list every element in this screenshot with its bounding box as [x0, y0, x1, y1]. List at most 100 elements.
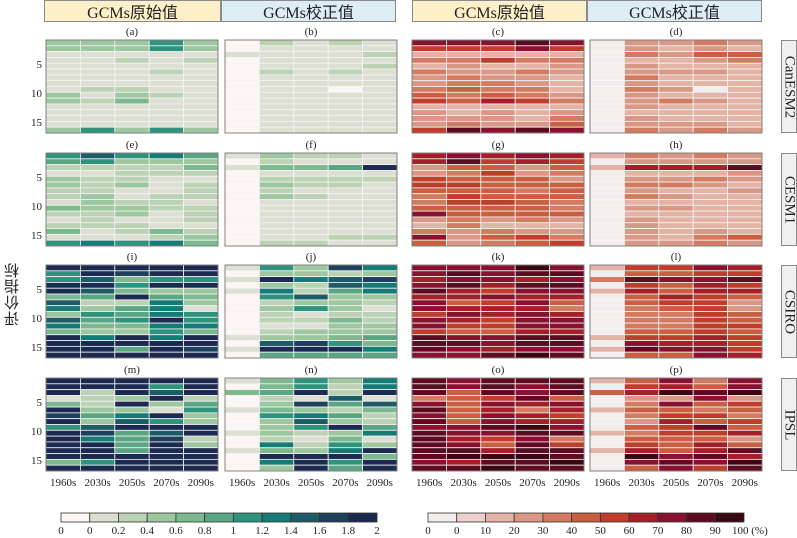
- heatmap-cell: [45, 210, 81, 218]
- heatmap-cell: [658, 299, 694, 307]
- heatmap-cell: [445, 412, 482, 420]
- heatmap-cell: [692, 115, 729, 122]
- colorbar-tick-label: 0.8: [197, 525, 212, 537]
- heatmap-cell: [80, 239, 116, 247]
- heatmap-cell: [727, 424, 763, 431]
- heatmap-cell: [258, 305, 295, 312]
- heatmap-cell: [362, 287, 398, 295]
- heatmap-cell: [80, 45, 116, 53]
- heatmap-cell: [293, 299, 329, 307]
- heatmap-cell: [411, 233, 447, 241]
- heatmap-cell: [549, 80, 585, 87]
- heatmap-cell: [258, 199, 295, 206]
- heatmap-cell: [624, 193, 660, 200]
- heatmap-cell: [727, 164, 763, 171]
- heatmap-cell: [183, 233, 219, 241]
- heatmap-cell: [45, 222, 81, 229]
- heatmap-cell: [45, 103, 81, 111]
- heatmap-cell: [45, 175, 81, 183]
- heatmap-cell: [224, 340, 260, 347]
- heatmap-cell: [692, 340, 729, 347]
- heatmap-cell: [148, 170, 184, 177]
- heatmap-cell: [480, 447, 516, 454]
- heatmap-cell: [148, 45, 184, 53]
- heatmap-cell: [480, 228, 516, 235]
- heatmap-cell: [480, 406, 516, 414]
- heatmap-cell: [514, 458, 551, 466]
- heatmap-cell: [549, 464, 585, 472]
- heatmap-cell: [624, 424, 660, 431]
- heatmap-cell: [362, 412, 398, 420]
- heatmap-cell: [224, 158, 260, 166]
- heatmap-cell: [293, 222, 329, 229]
- heatmap-cell: [114, 239, 150, 247]
- heatmap-cell: [411, 39, 447, 47]
- heatmap-cell: [45, 228, 81, 235]
- heatmap-cell: [658, 68, 694, 76]
- heatmap-cell: [445, 210, 482, 218]
- heatmap-cell: [445, 458, 482, 466]
- heatmap-cell: [658, 97, 694, 105]
- heatmap-cell: [445, 120, 482, 128]
- heatmap-cell: [293, 270, 329, 278]
- heatmap-cell: [624, 216, 660, 224]
- heatmap-cell: [514, 228, 551, 235]
- heatmap-cell: [224, 187, 260, 195]
- heatmap-cell: [148, 453, 184, 460]
- heatmap-cell: [362, 103, 398, 111]
- heatmap-cell: [114, 435, 150, 443]
- colorbar-tick-label: 1: [230, 525, 237, 537]
- heatmap-cell: [589, 328, 625, 336]
- heatmap-cell: [727, 441, 763, 449]
- heatmap-cell: [727, 233, 763, 241]
- heatmap-cell: [114, 383, 150, 391]
- colorbar-tick-label: 100 (%): [732, 525, 768, 537]
- x-tick-label: 2050s: [484, 477, 512, 489]
- heatmap-cell: [589, 383, 625, 391]
- heatmap-cell: [624, 311, 660, 318]
- heatmap-cell: [589, 441, 625, 449]
- heatmap-cell: [80, 86, 116, 93]
- heatmap-cell: [258, 204, 295, 212]
- heatmap-cell: [727, 340, 763, 347]
- heatmap-cell: [45, 91, 81, 99]
- heatmap-cell: [258, 91, 295, 99]
- heatmap-cell: [183, 276, 219, 283]
- panel-frame: [411, 152, 585, 247]
- heatmap-cell: [658, 170, 694, 177]
- heatmap-cell: [362, 39, 398, 47]
- heatmap-cell: [411, 264, 447, 272]
- heatmap-cell: [549, 57, 585, 64]
- heatmap-cell: [692, 228, 729, 235]
- heatmap-cell: [727, 383, 763, 391]
- panel-title: (j): [305, 251, 317, 263]
- heatmap-cell: [183, 193, 219, 200]
- heatmap-cell: [480, 210, 516, 218]
- heatmap-cell: [727, 305, 763, 312]
- colorbar-tick-label: 1.6: [312, 525, 327, 537]
- heatmap-cell: [589, 193, 625, 200]
- heatmap-cell: [80, 429, 116, 437]
- heatmap-cell: [445, 383, 482, 391]
- heatmap-cell: [445, 170, 482, 177]
- heatmap-cell: [692, 429, 729, 437]
- heatmap-cell: [727, 395, 763, 402]
- heatmap-cell: [727, 45, 763, 53]
- heatmap-cell: [658, 91, 694, 99]
- heatmap-cell: [293, 418, 329, 425]
- heatmap-cell: [80, 228, 116, 235]
- heatmap-cell: [514, 377, 551, 385]
- heatmap-cell: [183, 400, 219, 408]
- heatmap-cell: [45, 424, 81, 431]
- heatmap-cell: [514, 187, 551, 195]
- heatmap-cell: [411, 91, 447, 99]
- heatmap-cell: [224, 204, 260, 212]
- heatmap-cell: [658, 282, 694, 289]
- heatmap-cell: [445, 103, 482, 111]
- heatmap-cell: [411, 429, 447, 437]
- heatmap-cell: [692, 199, 729, 206]
- heatmap-cell: [80, 389, 116, 396]
- heatmap-cell: [80, 316, 116, 324]
- heatmap-cell: [148, 80, 184, 87]
- heatmap-cell: [480, 74, 516, 82]
